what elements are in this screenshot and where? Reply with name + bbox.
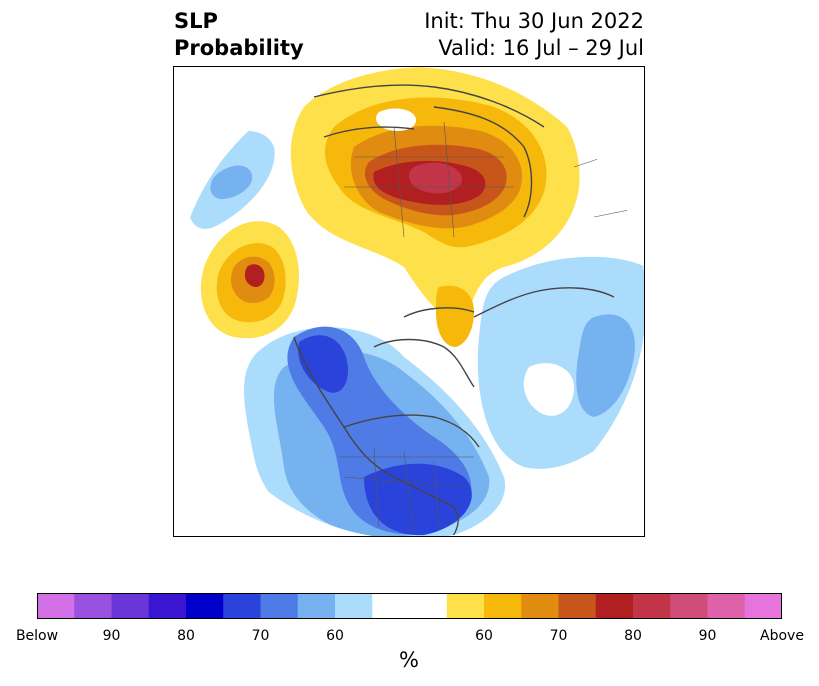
colorbar-swatch [111, 593, 150, 619]
colorbar-swatch [670, 593, 708, 619]
forecast-dates: Init: Thu 30 Jun 2022 Valid: 16 Jul – 29… [424, 8, 644, 62]
colorbar-tick-label: 60 [475, 628, 493, 644]
colorbar [37, 593, 783, 619]
below-normal-strong-se [364, 463, 472, 536]
colorbar-swatch [707, 593, 746, 619]
colorbar-swatch [223, 593, 261, 619]
normal-pocket-arctic [375, 108, 417, 131]
colorbar-swatch [558, 593, 597, 619]
colorbar-swatch [446, 593, 485, 619]
colorbar-tick-label: 60 [326, 628, 344, 644]
below-normal-strong-na [298, 335, 349, 393]
colorbar-swatch [595, 593, 634, 619]
colorbar-tick-label: Above [760, 628, 804, 644]
colorbar-swatch [297, 593, 336, 619]
colorbar-tick-label: 80 [624, 628, 642, 644]
colorbar-unit: % [399, 648, 419, 672]
colorbar-swatch [744, 593, 783, 619]
map-panel [173, 66, 645, 537]
below-normal-inner-atlantic [576, 314, 635, 417]
colorbar-tick-label: 90 [698, 628, 717, 644]
colorbar-swatch [372, 593, 448, 619]
colorbar-tick-label: 70 [549, 628, 568, 644]
colorbar-swatch [260, 593, 299, 619]
above-normal-core-pacific [244, 264, 265, 287]
colorbar-swatch [186, 593, 224, 619]
colorbar-swatch [633, 593, 671, 619]
normal-pocket-atlantic [523, 363, 574, 416]
colorbar-tick-label: 70 [251, 628, 270, 644]
colorbar-swatch [335, 593, 373, 619]
colorbar-tick-label: Below [15, 628, 59, 644]
colorbar-swatch [37, 593, 75, 619]
below-normal-region-atlantic [477, 256, 644, 469]
above-normal-max-eurasia [409, 162, 463, 194]
map-title: SLP Probability [174, 8, 304, 62]
colorbar-swatch [74, 593, 112, 619]
colorbar-swatch [148, 593, 187, 619]
probability-map [174, 67, 644, 536]
above-normal-tongue [436, 285, 474, 347]
colorbar-swatch [484, 593, 522, 619]
title-type: Probability [174, 36, 304, 60]
below-normal-inner-pacific [210, 165, 253, 200]
title-variable: SLP [174, 9, 218, 33]
valid-range: Valid: 16 Jul – 29 Jul [438, 36, 644, 60]
colorbar-tick-label: 80 [177, 628, 195, 644]
init-date: Init: Thu 30 Jun 2022 [424, 9, 644, 33]
colorbar-tick-label: 90 [102, 628, 121, 644]
colorbar-swatches [37, 593, 783, 619]
colorbar-swatch [521, 593, 559, 619]
colorbar-border [37, 593, 782, 619]
